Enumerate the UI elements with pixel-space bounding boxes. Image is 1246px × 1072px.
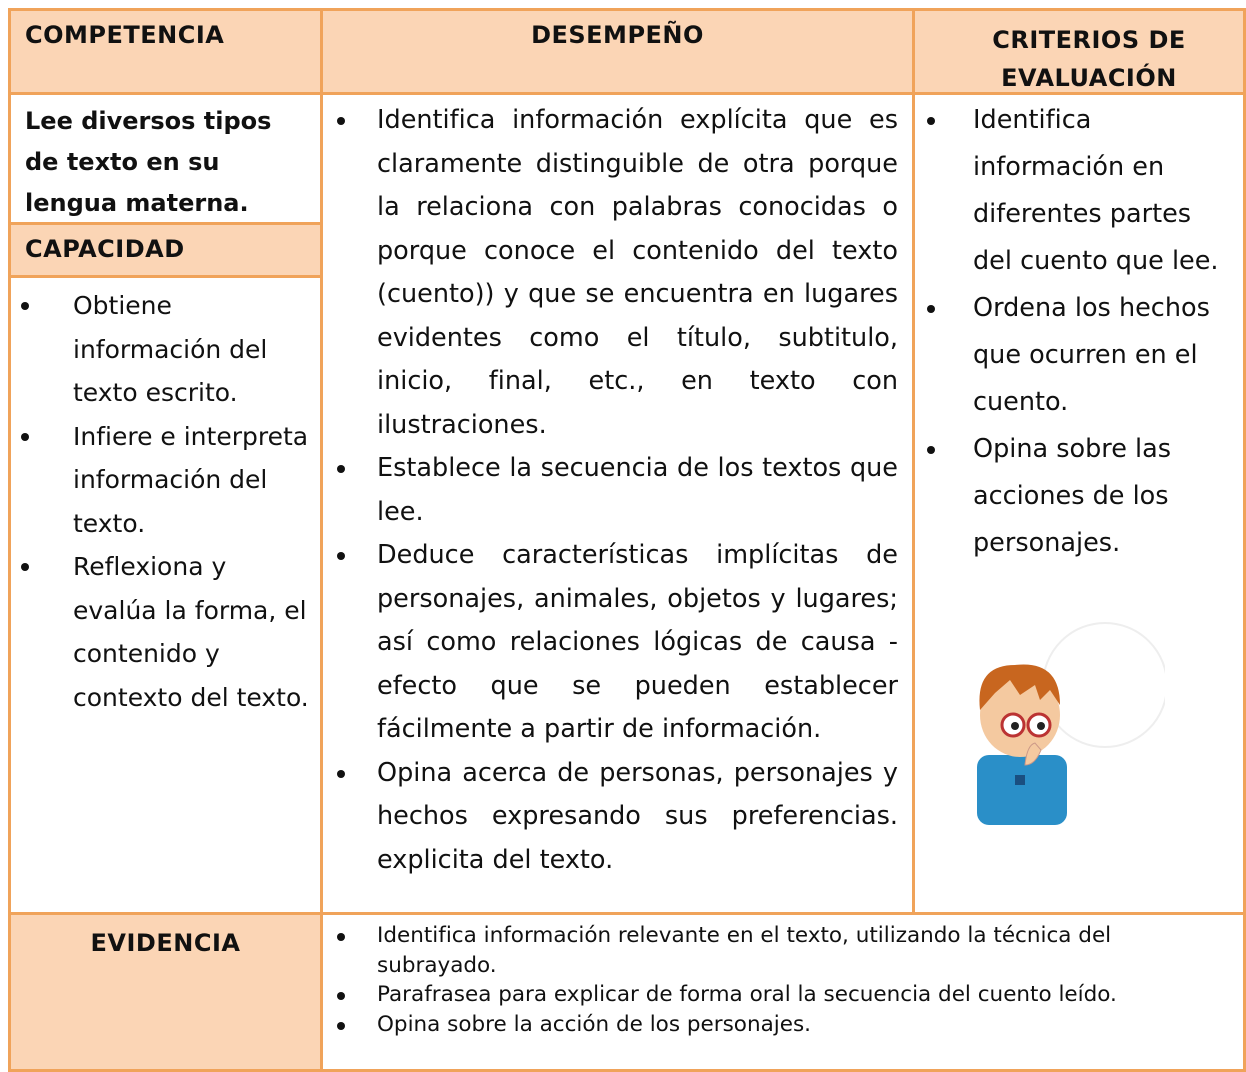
desempeno-item: Deduce características implícitas de per… xyxy=(323,534,912,752)
capacidad-item: Obtiene información del texto escrito. xyxy=(11,284,314,415)
evidencia-item: Opina sobre la acción de los personajes. xyxy=(323,1010,1213,1040)
evidencia-item: Parafrasea para explicar de forma oral l… xyxy=(323,980,1213,1010)
criterio-item: Ordena los hechos que ocurren en el cuen… xyxy=(915,285,1243,426)
competencia: Lee diversos tipos de texto en su lengua… xyxy=(8,92,323,225)
evidencia-item: Identifica información relevante en el t… xyxy=(323,921,1213,980)
header-competencia: COMPETENCIA xyxy=(8,8,323,95)
evidencia-list: Identifica información relevante en el t… xyxy=(323,921,1213,1039)
criterios-list: Identifica información en diferentes par… xyxy=(915,97,1243,567)
criterio-item: Opina sobre las acciones de los personaj… xyxy=(915,426,1243,567)
desempeno-item: Opina acerca de personas, personajes y h… xyxy=(323,752,912,883)
desempeno-item: Identifica información explícita que es … xyxy=(323,99,912,447)
header-desempeno: DESEMPEÑO xyxy=(320,8,915,95)
criterio-item: Identifica información en diferentes par… xyxy=(915,97,1243,285)
capacidad-item: Reflexiona y evalúa la forma, el conteni… xyxy=(11,545,314,719)
capacidad-title: CAPACIDAD xyxy=(8,222,323,278)
desempeno-cell: Identifica información explícita que es … xyxy=(320,92,915,915)
evidencia-cell: Identifica información relevante en el t… xyxy=(320,912,1246,1072)
desempeno-item: Establece la secuencia de los textos que… xyxy=(323,447,912,534)
capacidad-item: Infiere e interpreta información del tex… xyxy=(11,415,314,546)
criterios-cell: Identifica información en diferentes par… xyxy=(912,92,1246,915)
capacidad-cell: Obtiene información del texto escrito. I… xyxy=(8,275,323,915)
capacidad-list: Obtiene información del texto escrito. I… xyxy=(11,284,314,719)
header-criterios: CRITERIOS DE EVALUACIÓN xyxy=(912,8,1246,95)
boy-illustration xyxy=(977,622,1165,825)
evidencia-title: EVIDENCIA xyxy=(8,912,323,1072)
desempeno-list: Identifica información explícita que es … xyxy=(323,99,912,882)
